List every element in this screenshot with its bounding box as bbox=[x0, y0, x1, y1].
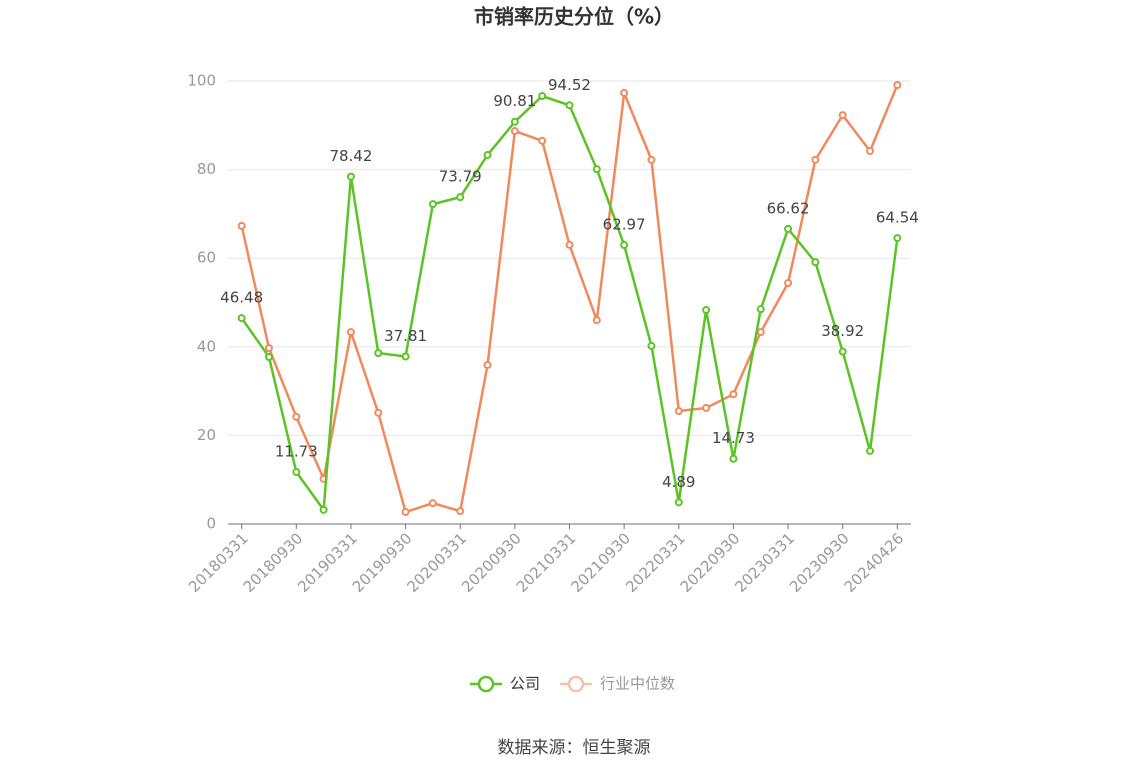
point bbox=[838, 111, 847, 120]
data-label: 78.42 bbox=[329, 147, 372, 165]
point bbox=[674, 498, 683, 507]
y-tick-label: 100 bbox=[187, 72, 216, 90]
point bbox=[319, 505, 328, 514]
point bbox=[893, 234, 902, 243]
point bbox=[866, 146, 875, 155]
point bbox=[838, 347, 847, 356]
point bbox=[565, 101, 574, 110]
y-tick-label: 40 bbox=[197, 337, 216, 355]
point bbox=[811, 258, 820, 267]
point bbox=[592, 165, 601, 174]
point bbox=[893, 80, 902, 89]
point bbox=[401, 352, 410, 361]
data-label: 64.54 bbox=[876, 209, 919, 227]
point bbox=[866, 446, 875, 455]
point bbox=[264, 352, 273, 361]
point bbox=[702, 403, 711, 412]
point bbox=[401, 508, 410, 517]
point bbox=[620, 241, 629, 250]
point bbox=[592, 316, 601, 325]
point bbox=[237, 314, 246, 323]
y-tick-label: 60 bbox=[197, 249, 216, 267]
point bbox=[292, 468, 301, 477]
point bbox=[456, 507, 465, 516]
data-label: 14.73 bbox=[712, 429, 755, 447]
data-label: 37.81 bbox=[384, 327, 427, 345]
y-tick-label: 80 bbox=[197, 160, 216, 178]
point bbox=[264, 344, 273, 353]
point bbox=[784, 224, 793, 233]
x-tick-label: 20240426 bbox=[841, 529, 908, 596]
point bbox=[647, 155, 656, 164]
data-label: 62.97 bbox=[603, 216, 646, 234]
legend-marker bbox=[477, 675, 495, 693]
data-label: 46.48 bbox=[220, 289, 263, 307]
point bbox=[428, 499, 437, 508]
legend-marker bbox=[567, 675, 585, 693]
chart-title: 市销率历史分位（%） bbox=[474, 5, 674, 29]
legend-label: 行业中位数 bbox=[600, 675, 675, 693]
data-label: 38.92 bbox=[821, 322, 864, 340]
point bbox=[374, 408, 383, 417]
data-label: 4.89 bbox=[662, 473, 695, 491]
data-label: 66.62 bbox=[767, 199, 810, 217]
point bbox=[729, 390, 738, 399]
point bbox=[729, 454, 738, 463]
legend-item[interactable]: 公司 bbox=[470, 675, 540, 693]
point bbox=[510, 127, 519, 136]
legend-label: 公司 bbox=[510, 675, 540, 693]
point bbox=[346, 328, 355, 337]
y-tick-label: 20 bbox=[197, 426, 216, 444]
point bbox=[756, 328, 765, 337]
point bbox=[292, 412, 301, 421]
data-label: 90.81 bbox=[493, 92, 536, 110]
data-label: 73.79 bbox=[439, 168, 482, 186]
point bbox=[811, 155, 820, 164]
point bbox=[538, 92, 547, 101]
point bbox=[784, 279, 793, 288]
point bbox=[456, 193, 465, 202]
point bbox=[565, 240, 574, 249]
point bbox=[538, 136, 547, 145]
point bbox=[510, 117, 519, 126]
point bbox=[483, 360, 492, 369]
data-label: 94.52 bbox=[548, 76, 591, 94]
point bbox=[346, 172, 355, 181]
source-note: 数据来源：恒生聚源 bbox=[498, 738, 651, 758]
point bbox=[620, 88, 629, 97]
data-label: 11.73 bbox=[275, 443, 318, 461]
point bbox=[702, 306, 711, 315]
point bbox=[674, 407, 683, 416]
point bbox=[374, 349, 383, 358]
point bbox=[483, 150, 492, 159]
point bbox=[237, 221, 246, 230]
point bbox=[756, 305, 765, 314]
point bbox=[647, 341, 656, 350]
point bbox=[428, 200, 437, 209]
y-tick-label: 0 bbox=[206, 515, 216, 533]
legend-item[interactable]: 行业中位数 bbox=[560, 675, 675, 693]
